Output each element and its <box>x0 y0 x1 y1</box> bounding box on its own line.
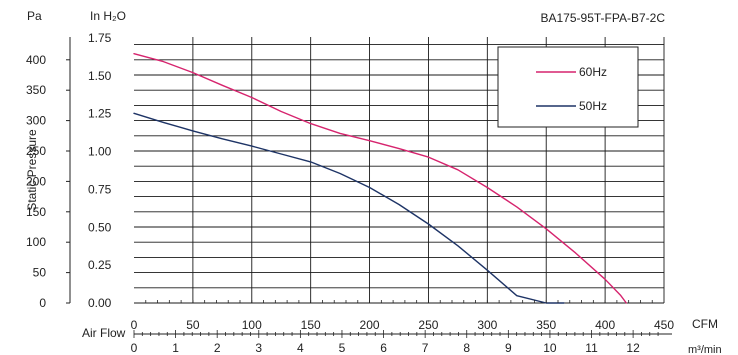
x-tick-label-cfm: 200 <box>360 318 380 332</box>
y-tick-label-inh2o: 1.25 <box>88 107 112 121</box>
y-tick-label-pa: 350 <box>26 83 46 97</box>
x-tick-label-m3min: 11 <box>585 341 598 355</box>
legend-label-60hz: 60Hz <box>579 65 607 79</box>
x-units-top-label: CFM <box>692 317 718 331</box>
axes <box>66 37 672 338</box>
series-lines <box>133 53 627 304</box>
x-tick-label-m3min: 12 <box>626 341 640 355</box>
x-tick-label-m3min: 3 <box>255 341 262 355</box>
x-tick-label-m3min: 2 <box>214 341 221 355</box>
y-tick-label-pa: 0 <box>39 296 46 310</box>
x-tick-label-cfm: 400 <box>595 318 615 332</box>
y-tick-label-pa: 100 <box>26 235 46 249</box>
series-line-60hz <box>133 53 627 304</box>
y-tick-label-pa: 50 <box>33 266 47 280</box>
y-tick-label-inh2o: 0.50 <box>88 220 112 234</box>
x-tick-label-m3min: 4 <box>297 341 304 355</box>
x-tick-label-cfm: 300 <box>477 318 497 332</box>
x-tick-label-cfm: 350 <box>536 318 556 332</box>
y-tick-label-pa: 300 <box>26 114 46 128</box>
x-tick-label-m3min: 7 <box>422 341 429 355</box>
legend-label-50hz: 50Hz <box>579 99 607 113</box>
y-tick-label-pa: 200 <box>26 174 46 188</box>
series-line-50hz <box>133 112 565 304</box>
x-units-bottom-label: m³/min <box>688 344 722 355</box>
y-tick-label-inh2o: 0.75 <box>88 182 112 196</box>
y-tick-label-inh2o: 1.00 <box>88 145 112 159</box>
x-tick-label-m3min: 8 <box>463 341 470 355</box>
y-units-right-label: In H₂O <box>90 9 126 23</box>
x-tick-label-m3min: 0 <box>131 341 138 355</box>
x-tick-label-m3min: 6 <box>380 341 387 355</box>
x-tick-label-m3min: 9 <box>505 341 512 355</box>
x-axis-label: Air Flow <box>82 326 126 340</box>
x-tick-label-cfm: 50 <box>186 318 200 332</box>
tick-labels: 0501001502002503003504000.000.250.500.75… <box>26 31 674 355</box>
y-tick-label-inh2o: 0.00 <box>88 296 112 310</box>
y-tick-label-inh2o: 0.25 <box>88 258 112 272</box>
legend: 60Hz 50Hz <box>497 46 639 128</box>
x-tick-label-cfm: 250 <box>418 318 438 332</box>
x-tick-label-cfm: 0 <box>131 318 138 332</box>
legend-box <box>497 46 639 128</box>
y-tick-label-inh2o: 1.50 <box>88 69 112 83</box>
x-tick-label-m3min: 5 <box>339 341 346 355</box>
x-tick-label-cfm: 100 <box>242 318 262 332</box>
x-tick-label-cfm: 150 <box>301 318 321 332</box>
x-tick-label-cfm: 450 <box>654 318 674 332</box>
x-tick-label-m3min: 10 <box>543 341 557 355</box>
y-tick-label-pa: 150 <box>26 205 46 219</box>
y-tick-label-pa: 250 <box>26 144 46 158</box>
chart-title: BA175-95T-FPA-B7-2C <box>541 11 666 25</box>
y-units-left-label: Pa <box>27 9 42 23</box>
x-tick-label-m3min: 1 <box>172 341 179 355</box>
y-axis-label: Static Pressure <box>25 129 39 211</box>
y-tick-label-pa: 400 <box>26 53 46 67</box>
y-tick-label-inh2o: 1.75 <box>88 31 112 45</box>
